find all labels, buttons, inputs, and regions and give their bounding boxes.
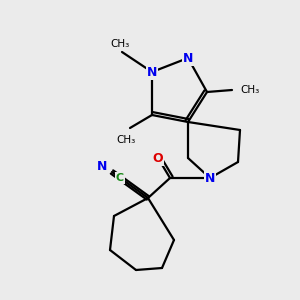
Text: N: N	[183, 52, 193, 64]
Text: C: C	[116, 173, 124, 183]
Text: CH₃: CH₃	[116, 135, 136, 145]
Text: N: N	[147, 65, 157, 79]
Text: O: O	[153, 152, 163, 164]
Text: CH₃: CH₃	[240, 85, 259, 95]
Text: N: N	[97, 160, 107, 172]
Text: CH₃: CH₃	[110, 39, 130, 49]
Text: N: N	[205, 172, 215, 184]
